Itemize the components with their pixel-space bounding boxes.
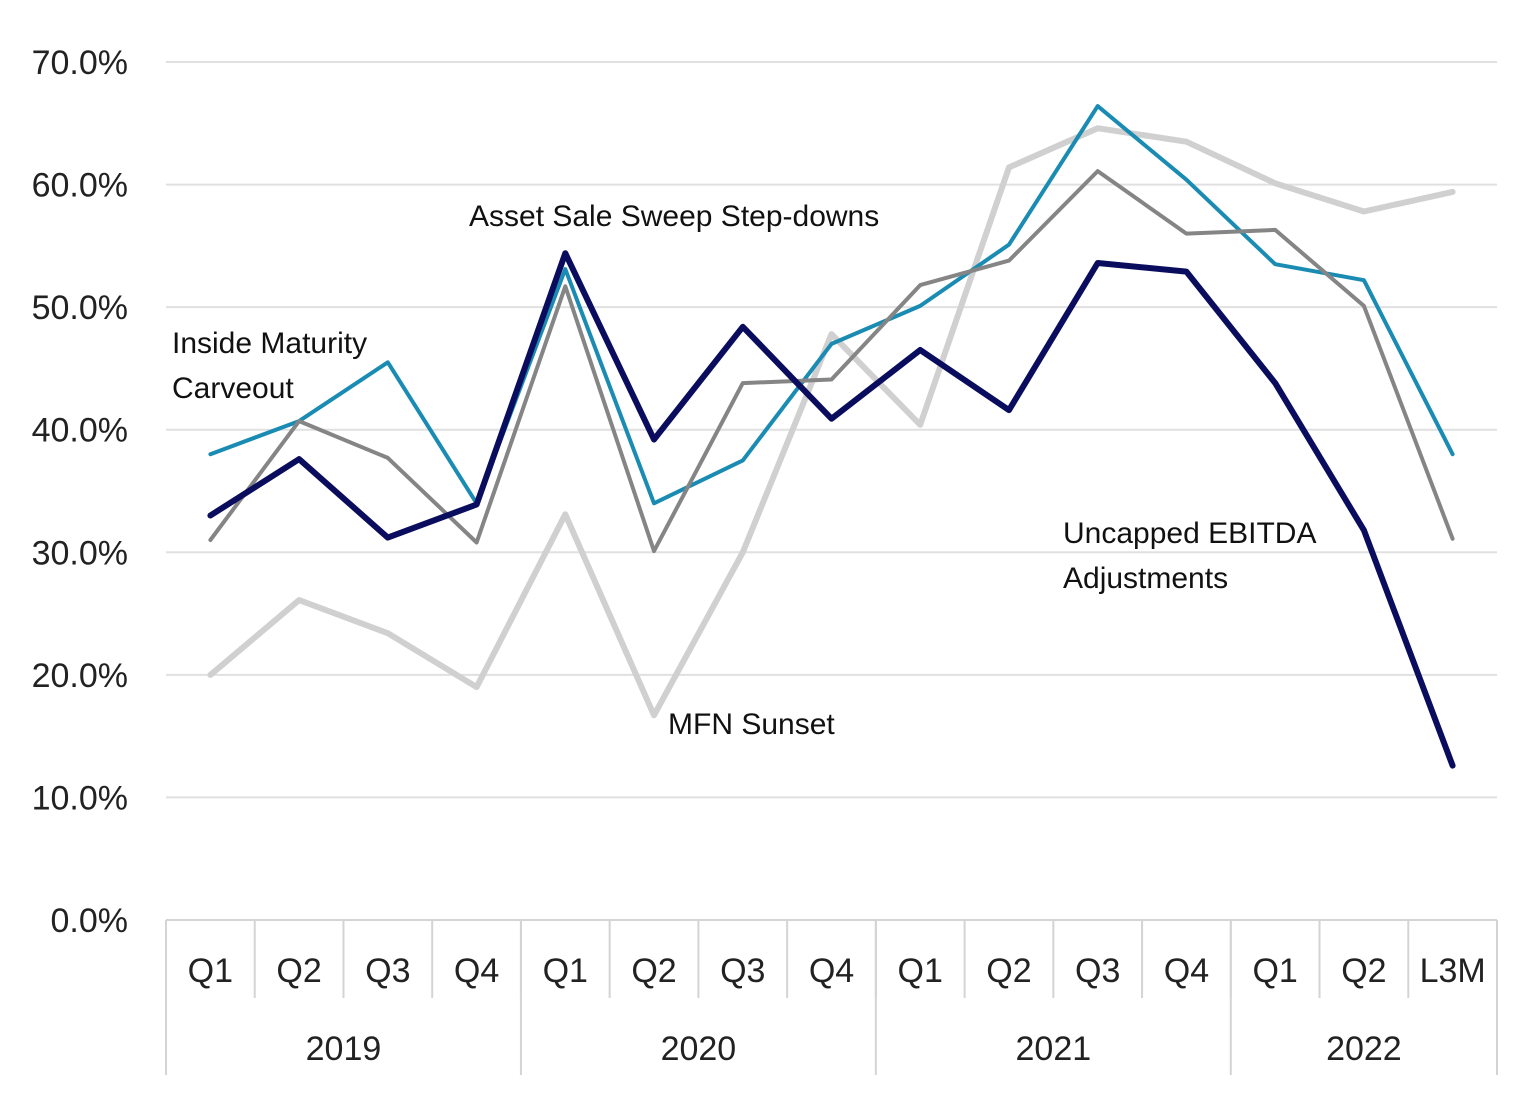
annotation-line: Asset Sale Sweep Step-downs: [469, 200, 879, 233]
annotation-uncapped-ebitda-adjustments: Uncapped EBITDA Adjustments: [1063, 517, 1316, 595]
x-tick-label: Q1: [543, 952, 588, 990]
gridlines: [166, 61, 1497, 799]
x-group-label: 2022: [1326, 1030, 1402, 1068]
x-tick-label: Q4: [809, 952, 854, 990]
x-group-label: 2021: [1016, 1030, 1092, 1068]
y-tick-label: 40.0%: [32, 412, 128, 450]
x-tick-label: Q2: [1341, 952, 1386, 990]
x-tick-label: Q2: [276, 952, 321, 990]
y-tick-label: 70.0%: [32, 44, 128, 82]
x-group-label: 2020: [661, 1030, 737, 1068]
annotation-line: Uncapped EBITDA: [1063, 517, 1316, 550]
x-tick-label: L3M: [1420, 952, 1486, 990]
annotation-line: Inside Maturity: [172, 327, 367, 360]
x-tick-label: Q3: [365, 952, 410, 990]
x-tick-label: Q1: [898, 952, 943, 990]
x-tick-label: Q1: [188, 952, 233, 990]
series-line-uncapped-ebitda-adjustments: [207, 250, 1456, 769]
x-tick-label: Q4: [454, 952, 499, 990]
annotation-line: Adjustments: [1063, 562, 1228, 595]
x-axis-tick-labels: Q1 Q2 Q3 Q4 Q1 Q2 Q3 Q4 Q1 Q2 Q3 Q4 Q1 Q2 L3M 2019 2020 2…: [188, 952, 1486, 1068]
series-line-mfn-sunset: [207, 125, 1456, 719]
x-tick-label: Q3: [720, 952, 765, 990]
x-group-label: 2019: [306, 1030, 382, 1068]
annotation-line: Carveout: [172, 372, 294, 405]
y-tick-label: 50.0%: [32, 289, 128, 327]
x-tick-label: Q1: [1252, 952, 1297, 990]
x-tick-label: Q2: [986, 952, 1031, 990]
annotation-asset-sale-sweep-step-downs: Asset Sale Sweep Step-downs: [469, 200, 879, 233]
x-tick-label: Q4: [1164, 952, 1209, 990]
series-line-asset-sale-sweep-step-downs: [208, 169, 1455, 554]
x-tick-label: Q2: [631, 952, 676, 990]
y-tick-label: 10.0%: [32, 779, 128, 817]
y-axis-tick-labels: 0.0% 10.0% 20.0% 30.0% 40.0% 50.0% 60.0% 70.0%: [32, 44, 128, 940]
y-tick-label: 30.0%: [32, 534, 128, 572]
y-tick-label: 60.0%: [32, 167, 128, 205]
annotation-mfn-sunset: MFN Sunset: [668, 708, 835, 741]
series-lines: [207, 104, 1456, 769]
x-tick-label: Q3: [1075, 952, 1120, 990]
y-tick-label: 20.0%: [32, 657, 128, 695]
annotation-inside-maturity-carveout: Inside Maturity Carveout: [172, 327, 367, 405]
y-tick-label: 0.0%: [51, 902, 129, 940]
series-line-inside-maturity-carveout: [208, 104, 1455, 506]
x-axis: [165, 919, 1498, 1075]
annotation-line: MFN Sunset: [668, 708, 835, 741]
